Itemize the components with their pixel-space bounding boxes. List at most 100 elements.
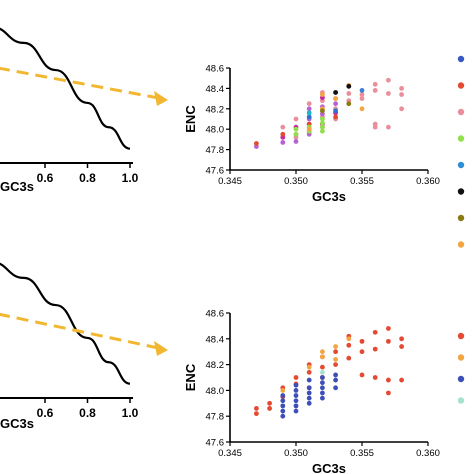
- scatter-point: [359, 338, 365, 344]
- legend-marker: [457, 161, 465, 169]
- scatter-point: [293, 393, 299, 398]
- scatter-point: [386, 77, 391, 83]
- legend-marker: [457, 397, 465, 404]
- scatter-point: [267, 400, 272, 406]
- scatter-point: [320, 385, 325, 391]
- scatter-point: [306, 126, 312, 132]
- scatter-point: [293, 403, 299, 409]
- scatter-point: [320, 380, 325, 386]
- scatter-point: [386, 377, 391, 383]
- scatter-point: [280, 131, 286, 137]
- scatter-point: [280, 388, 286, 393]
- scatter-point: [320, 120, 325, 126]
- scatter-x-tick-label: 0.360: [416, 448, 440, 459]
- scatter-panel-2: 0.345 0.350 0.355 0.360 47.6 47.8 48.0 48.2 48.4…: [183, 309, 465, 474]
- scatter-point: [333, 362, 338, 367]
- scatter-point: [306, 364, 312, 370]
- scatter-point: [306, 110, 312, 116]
- scatter-x-axis-label: GC3s: [312, 189, 346, 204]
- legend-marker: [457, 354, 465, 361]
- scatter-point: [320, 124, 325, 130]
- scatter-y-tick-label: 48.0: [206, 386, 225, 397]
- scatter-y-tick-label: 47.6: [206, 166, 225, 177]
- legend-marker: [457, 214, 465, 222]
- scatter-x-tick-label: 0.345: [218, 448, 242, 459]
- scatter-point: [320, 92, 325, 97]
- scatter-point: [280, 398, 286, 404]
- trend-arrow-line: [0, 312, 157, 349]
- scatter-point: [306, 106, 312, 112]
- curve-panel-1: 0.6 0.8 1.0 GC3s: [0, 27, 168, 194]
- scatter-panel-1: 0.345 0.350 0.355 0.360 47.6 47.8 48.0 48.2 48.4…: [183, 55, 465, 248]
- scatter-point: [293, 116, 299, 122]
- scatter-x-tick-label: 0.360: [416, 176, 440, 187]
- scatter-point: [306, 377, 312, 383]
- curve-x-tick-label: 0.8: [79, 406, 96, 420]
- scatter-point: [280, 140, 286, 145]
- legend-marker: [457, 241, 465, 248]
- scatter-x-tick-label: 0.355: [350, 448, 374, 459]
- scatter-point: [359, 106, 365, 112]
- scatter-y-tick-label: 48.4: [206, 334, 225, 345]
- legend-marker: [457, 375, 465, 383]
- scatter-point: [333, 101, 338, 107]
- scatter-point: [320, 364, 325, 370]
- legend-marker: [457, 108, 465, 116]
- trend-arrow-head: [154, 91, 168, 106]
- scatter-point: [346, 83, 352, 89]
- scatter-point: [306, 395, 312, 401]
- scatter-point: [333, 385, 338, 391]
- scatter-point: [399, 377, 404, 383]
- scatter-point: [333, 372, 338, 378]
- scatter-point: [254, 411, 259, 417]
- expected-curve-line: [0, 27, 131, 150]
- scatter-point: [254, 141, 259, 146]
- curve-x-axis-label: GC3s: [0, 179, 34, 194]
- trend-arrow-line: [0, 66, 157, 99]
- scatter-point: [333, 344, 338, 349]
- scatter-point: [399, 86, 404, 91]
- scatter-point: [359, 96, 365, 101]
- scatter-point: [320, 128, 325, 134]
- scatter-point: [333, 90, 338, 95]
- scatter-x-tick-label: 0.350: [284, 448, 308, 459]
- scatter-point: [320, 354, 325, 360]
- scatter-point: [293, 126, 299, 132]
- figure-panels: 0.6 0.8 1.0 GC3s 0.345 0.350 0.355 0.360 47.6 47.…: [0, 27, 465, 474]
- scatter-point: [306, 101, 312, 107]
- scatter-point: [386, 124, 391, 130]
- scatter-point: [280, 393, 286, 398]
- scatter-point: [346, 355, 352, 361]
- scatter-y-axis-label: ENC: [183, 105, 198, 133]
- scatter-point: [293, 388, 299, 393]
- scatter-y-tick-label: 48.6: [206, 309, 225, 320]
- scatter-point: [333, 96, 338, 101]
- scatter-y-tick-label: 47.6: [206, 438, 225, 449]
- scatter-point: [359, 349, 365, 355]
- scatter-point: [333, 108, 338, 114]
- scatter-y-tick-label: 48.2: [206, 360, 225, 371]
- scatter-y-tick-label: 47.8: [206, 145, 225, 156]
- scatter-point: [320, 395, 325, 401]
- scatter-point: [399, 106, 404, 112]
- scatter-point: [280, 408, 286, 414]
- scatter-y-axis-label: ENC: [183, 363, 198, 391]
- scatter-x-tick-label: 0.355: [350, 176, 374, 187]
- scatter-y-tick-label: 48.2: [206, 104, 225, 115]
- scatter-point: [372, 375, 378, 380]
- scatter-point: [320, 116, 325, 122]
- scatter-point: [399, 344, 404, 349]
- trend-arrow-head: [154, 341, 168, 356]
- scatter-point: [320, 375, 325, 380]
- scatter-point: [359, 92, 365, 97]
- scatter-point: [372, 81, 378, 87]
- scatter-point: [293, 408, 299, 414]
- scatter-y-tick-label: 47.8: [206, 412, 225, 423]
- scatter-point: [372, 346, 378, 352]
- scatter-point: [306, 369, 312, 375]
- scatter-point: [293, 382, 299, 388]
- scatter-y-tick-label: 48.4: [206, 84, 225, 95]
- curve-x-tick-label: 0.6: [37, 171, 54, 185]
- scatter-point: [306, 385, 312, 391]
- scatter-point: [333, 114, 338, 120]
